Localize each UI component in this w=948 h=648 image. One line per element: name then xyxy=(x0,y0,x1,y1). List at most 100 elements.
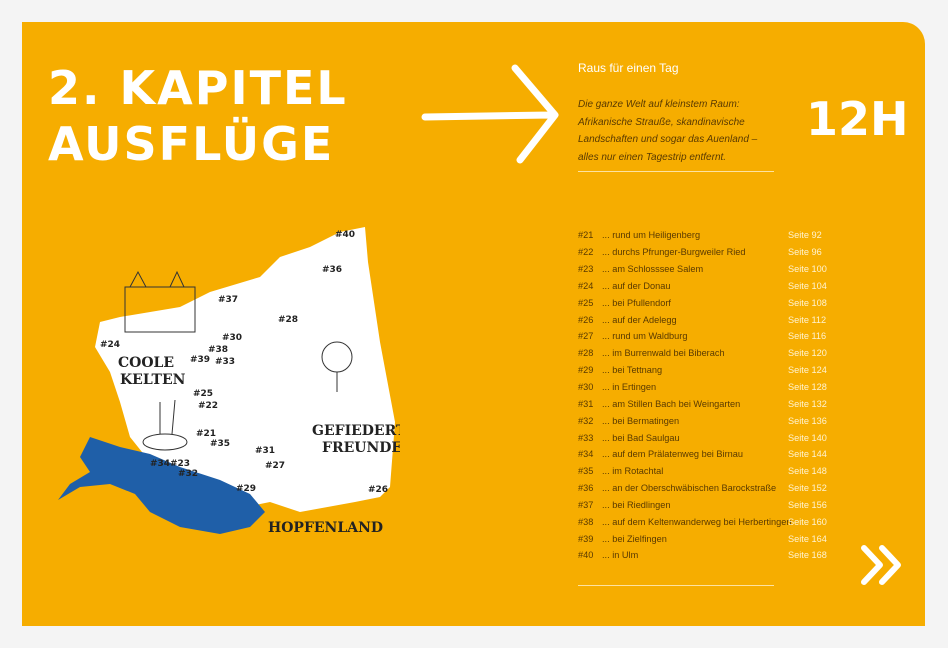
toc-number: #26 xyxy=(578,314,594,325)
toc-title: ... durchs Pfrunger-Burgweiler Ried xyxy=(602,247,746,258)
toc-number: #34 xyxy=(578,449,594,460)
toc-title: ... bei Bad Saulgau xyxy=(602,432,680,443)
toc-number: #24 xyxy=(578,280,594,291)
region-label: KELTEN xyxy=(120,372,186,388)
toc-number: #23 xyxy=(578,264,594,275)
toc-entry[interactable]: #24 ... auf der Donau Seite 104 xyxy=(578,278,828,295)
toc-number: #31 xyxy=(578,398,594,409)
toc-page: Seite 156 xyxy=(788,499,827,510)
map-marker: #23 xyxy=(170,459,190,469)
toc-entry[interactable]: #21 ... rund um Heiligenberg Seite 92 xyxy=(578,227,828,244)
toc-entry[interactable]: #38 ... auf dem Keltenwanderweg bei Herbe… xyxy=(578,513,828,530)
toc-page: Seite 152 xyxy=(788,483,827,494)
toc-title: ... im Burrenwald bei Biberach xyxy=(602,348,725,359)
toc-title: ... bei Tettnang xyxy=(602,365,663,376)
map-marker: #28 xyxy=(278,315,298,325)
toc-entry[interactable]: #34 ... auf dem Prälatenweg bei Birnau Sei… xyxy=(578,446,828,463)
toc-number: #27 xyxy=(578,331,594,342)
toc-title: ... bei Bermatingen xyxy=(602,415,680,426)
toc-title: ... in Ulm xyxy=(602,550,639,561)
toc-entry[interactable]: #23 ... am Schlosssee Salem Seite 100 xyxy=(578,261,828,278)
toc-number: #35 xyxy=(578,466,594,477)
toc-entry[interactable]: #39 ... bei Zielfingen Seite 164 xyxy=(578,530,828,547)
toc-entry[interactable]: #26 ... auf der Adelegg Seite 112 xyxy=(578,311,828,328)
toc-entry[interactable]: #35 ... im Rotachtal Seite 148 xyxy=(578,463,828,480)
lake-icon xyxy=(58,437,265,534)
stork-icon xyxy=(142,399,188,451)
toc-title: ... auf dem Keltenwanderweg bei Herberti… xyxy=(602,516,792,527)
toc-entry[interactable]: #29 ... bei Tettnang Seite 124 xyxy=(578,362,828,379)
toc-entry[interactable]: #40 ... in Ulm Seite 168 xyxy=(578,547,828,564)
map-marker: #25 xyxy=(193,389,213,399)
map-marker: #32 xyxy=(178,469,198,479)
toc-title: ... auf der Donau xyxy=(602,280,671,291)
intro-text: Die ganze Welt auf kleinstem Raum: Afrik… xyxy=(578,99,758,163)
toc-entry[interactable]: #25 ... bei Pfullendorf Seite 108 xyxy=(578,294,828,311)
toc-title: ... auf der Adelegg xyxy=(602,314,677,325)
toc-title: ... im Rotachtal xyxy=(602,466,664,477)
toc-number: #25 xyxy=(578,297,594,308)
toc-page: Seite 168 xyxy=(788,550,827,561)
chapter-number: 2. KAPITEL xyxy=(48,61,348,115)
tree-icon xyxy=(321,341,353,392)
toc-page: Seite 120 xyxy=(788,348,827,359)
toc-entry[interactable]: #22 ... durchs Pfrunger-Burgweiler Ried Se… xyxy=(578,244,828,261)
toc-page: Seite 148 xyxy=(788,466,827,477)
toc-title: ... bei Pfullendorf xyxy=(602,297,671,308)
map-marker: #33 xyxy=(215,357,235,367)
map-marker: #34 xyxy=(150,459,170,469)
toc-title: ... bei Riedlingen xyxy=(602,499,671,510)
toc-entry[interactable]: #32 ... bei Bermatingen Seite 136 xyxy=(578,412,828,429)
map-marker: #26 xyxy=(368,485,388,495)
toc-number: #40 xyxy=(578,550,594,561)
divider xyxy=(578,171,774,172)
toc-title: ... in Ertingen xyxy=(602,382,657,393)
toc-title: ... rund um Heiligenberg xyxy=(602,230,701,241)
chapter-title: 2. KAPITEL AUSFLÜGE xyxy=(48,60,348,172)
toc-page: Seite 160 xyxy=(788,516,827,527)
toc-number: #21 xyxy=(578,230,594,241)
toc-number: #28 xyxy=(578,348,594,359)
toc-page: Seite 104 xyxy=(788,280,827,291)
divider xyxy=(578,585,774,586)
toc-entry[interactable]: #27 ... rund um Waldburg Seite 116 xyxy=(578,328,828,345)
section-subtitle: Raus für einen Tag xyxy=(578,61,679,75)
toc-entry[interactable]: #37 ... bei Riedlingen Seite 156 xyxy=(578,497,828,514)
toc-number: #22 xyxy=(578,247,594,258)
next-page-icon[interactable] xyxy=(858,540,908,590)
toc-page: Seite 136 xyxy=(788,415,827,426)
toc-number: #39 xyxy=(578,533,594,544)
toc-entry[interactable]: #33 ... bei Bad Saulgau Seite 140 xyxy=(578,429,828,446)
map-marker: #27 xyxy=(265,461,285,471)
toc-page: Seite 164 xyxy=(788,533,827,544)
map-marker: #30 xyxy=(222,333,242,343)
map-marker: #31 xyxy=(255,446,275,456)
duration-label: 12H xyxy=(806,92,909,146)
map-marker: #37 xyxy=(218,295,238,305)
toc-page: Seite 144 xyxy=(788,449,827,460)
region-label: FREUNDE xyxy=(322,440,400,456)
arrow-right-icon xyxy=(421,64,559,164)
toc-entry[interactable]: #30 ... in Ertingen Seite 128 xyxy=(578,379,828,396)
map-marker: #36 xyxy=(322,265,342,275)
region-label: COOLE xyxy=(118,355,174,371)
map-marker: #38 xyxy=(208,345,228,355)
toc-page: Seite 140 xyxy=(788,432,827,443)
region-label: HOPFENLAND xyxy=(268,520,383,536)
toc-page: Seite 112 xyxy=(788,314,827,325)
toc-page: Seite 96 xyxy=(788,247,822,258)
castle-icon xyxy=(124,270,196,333)
toc-title: ... bei Zielfingen xyxy=(602,533,667,544)
toc-title: ... am Schlosssee Salem xyxy=(602,264,704,275)
toc-entry[interactable]: #28 ... im Burrenwald bei Biberach Seite 1… xyxy=(578,345,828,362)
toc-entry[interactable]: #36 ... an der Oberschwäbischen Barockstr… xyxy=(578,480,828,497)
toc-number: #29 xyxy=(578,365,594,376)
toc-page: Seite 128 xyxy=(788,382,827,393)
map-marker: #40 xyxy=(335,230,355,240)
toc-page: Seite 108 xyxy=(788,297,827,308)
toc-number: #36 xyxy=(578,483,594,494)
toc-number: #32 xyxy=(578,415,594,426)
toc-entry[interactable]: #31 ... am Stillen Bach bei Weingarten Sei… xyxy=(578,395,828,412)
region-map: #40 #36 #37 #28 #24 #30 #38#39 #33 #25 #22 #21#35 #… xyxy=(58,227,400,536)
map-marker: #21 xyxy=(196,429,216,439)
